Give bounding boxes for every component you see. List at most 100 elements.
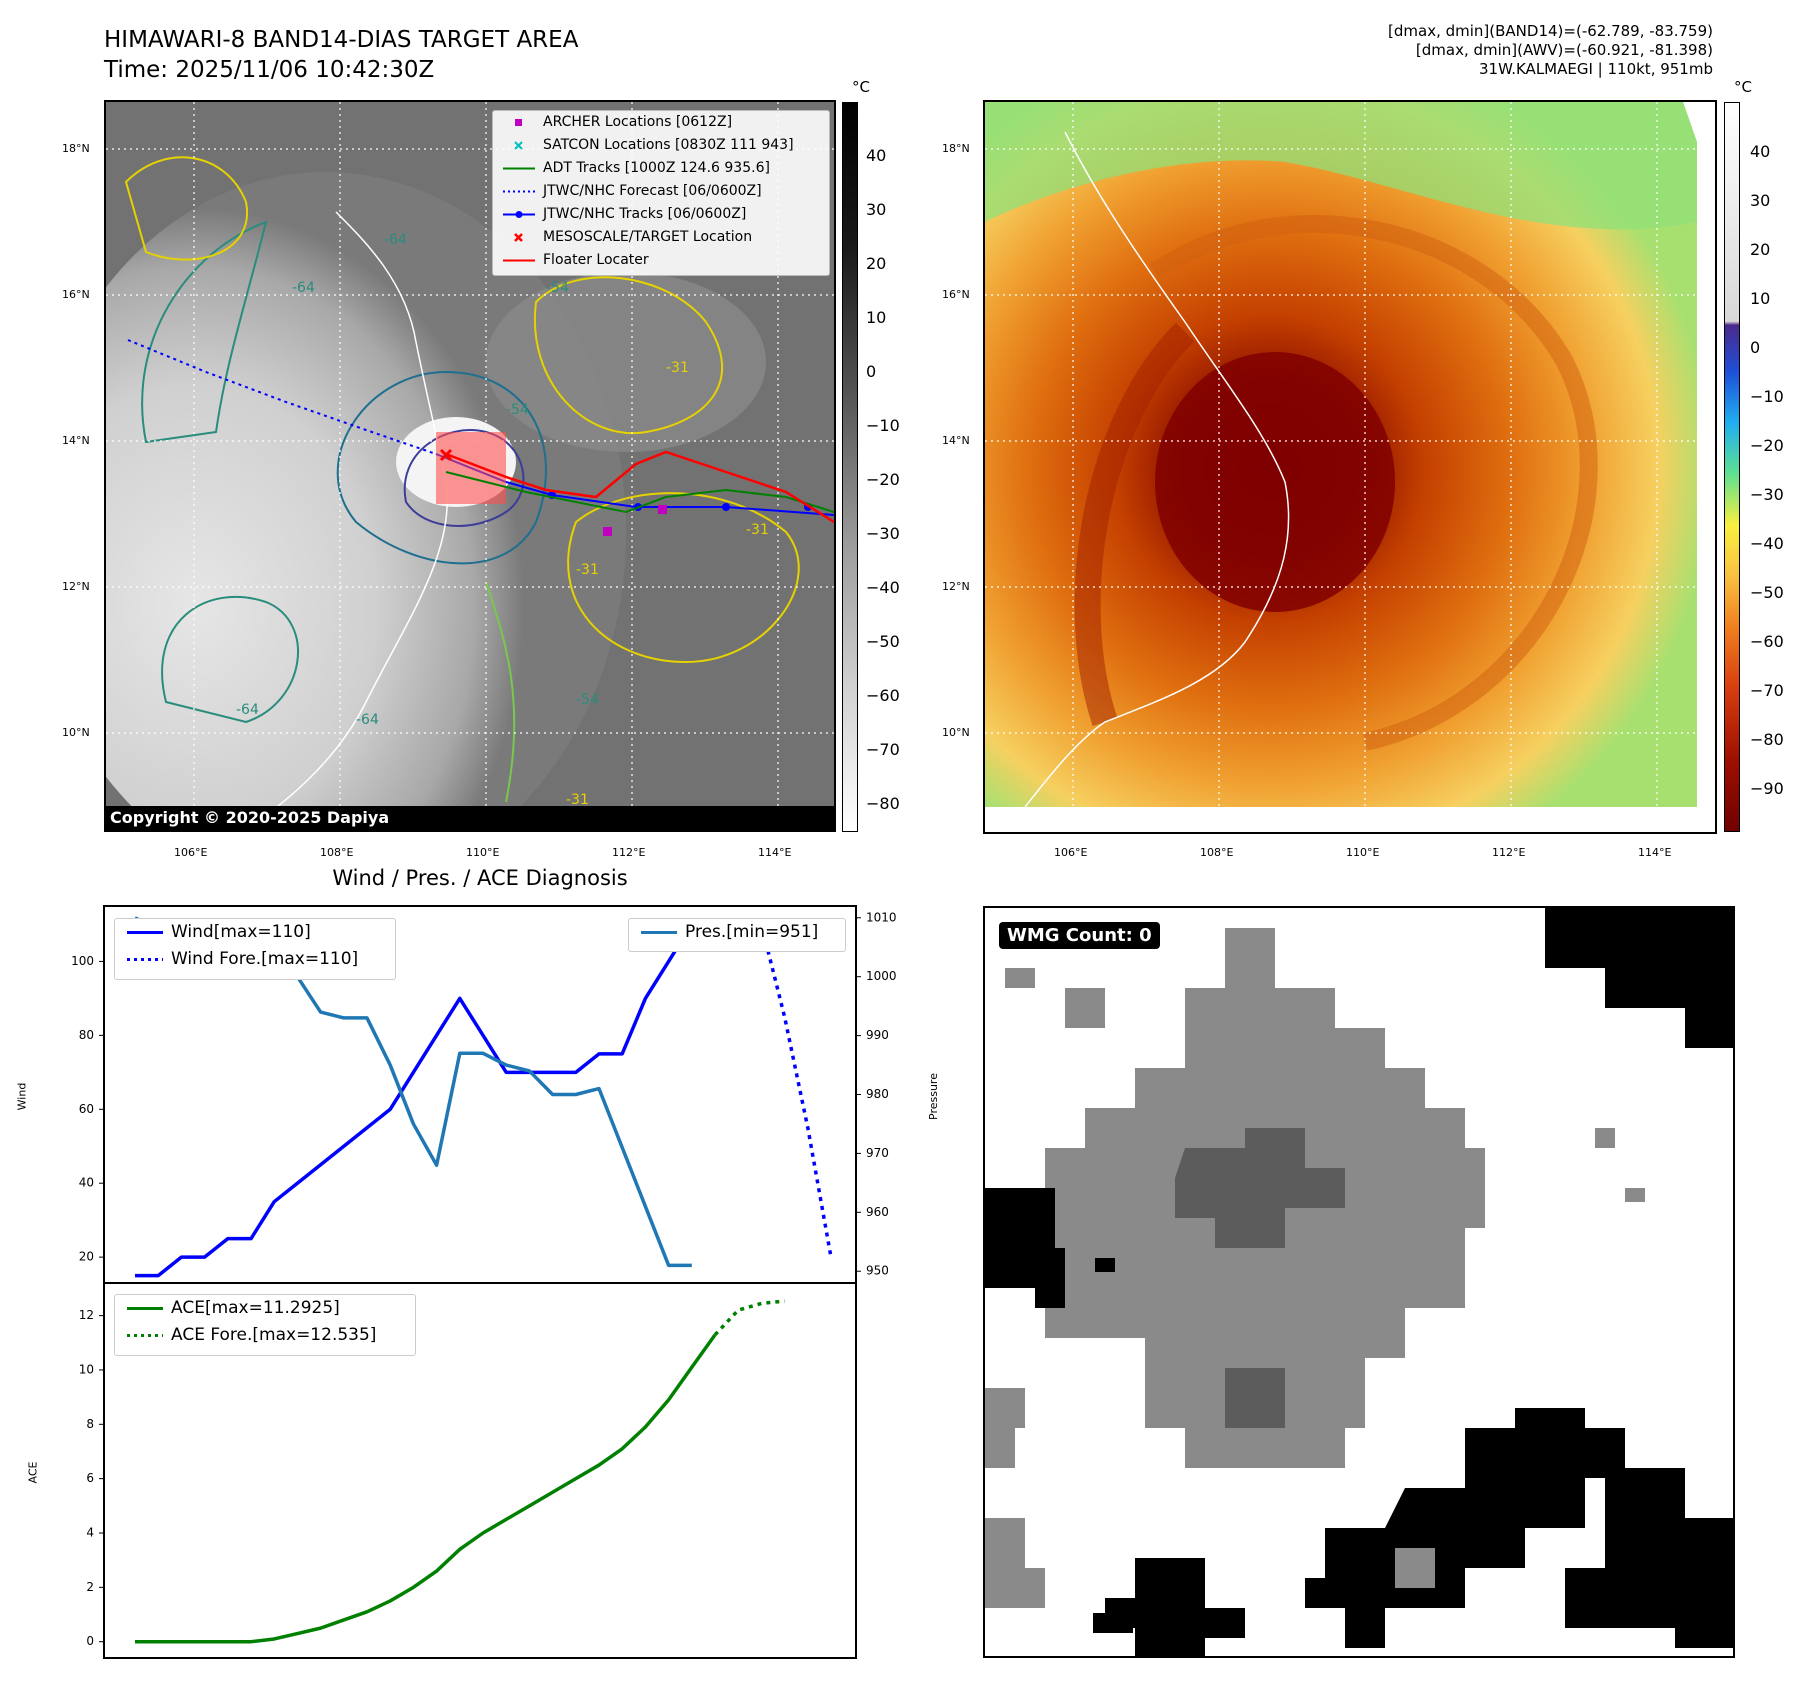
- ace-tick-label: 12: [79, 1308, 94, 1322]
- wind-forecast-line: [759, 924, 833, 1258]
- colorbar-tick: −60: [1750, 632, 1784, 651]
- legend-label: ARCHER Locations [0612Z]: [543, 114, 733, 130]
- legend-label: ACE[max=11.2925]: [171, 1298, 340, 1318]
- colorbar-tick: 40: [866, 146, 887, 165]
- line-marker-icon: [503, 259, 535, 262]
- colorbar-tick: −50: [1750, 583, 1784, 602]
- legend-item-ace: ACE[max=11.2925]: [115, 1295, 415, 1322]
- wind-tick-label: 60: [79, 1102, 94, 1116]
- pressure-tick-label: 970: [866, 1146, 889, 1160]
- colorbar-tick: −60: [866, 686, 900, 705]
- colorbar-tick: 0: [866, 362, 877, 381]
- legend-label: MESOSCALE/TARGET Location: [543, 229, 753, 245]
- lat-label: 18°N: [942, 142, 970, 155]
- ace-tick-label: 4: [86, 1526, 94, 1540]
- pressure-tick-label: 990: [866, 1028, 889, 1042]
- legend-label: Wind Fore.[max=110]: [171, 949, 359, 969]
- legend-item-archer: ARCHER Locations [0612Z]: [493, 111, 829, 134]
- x-marker-icon: [514, 233, 523, 242]
- lon-label: 106°E: [1054, 846, 1088, 859]
- lon-label: 110°E: [1346, 846, 1380, 859]
- wmg-count-badge: WMG Count: 0: [999, 922, 1160, 949]
- colorbar-tick: −70: [866, 740, 900, 759]
- pressure-tick-label: 980: [866, 1087, 889, 1101]
- colorbar-tick: −80: [1750, 730, 1784, 749]
- colorbar-tick: −90: [1750, 779, 1784, 798]
- wind-tick-label: 20: [79, 1250, 94, 1264]
- ace-tick-label: 10: [79, 1362, 94, 1376]
- chart-title: HIMAWARI-8 BAND14-DIAS TARGET AREA: [104, 27, 579, 53]
- grayscale-colorbar: [842, 102, 858, 832]
- legend-item-ace-forecast: ACE Fore.[max=12.535]: [115, 1322, 415, 1349]
- contour-label: -54: [546, 280, 569, 296]
- lon-label: 106°E: [174, 846, 208, 859]
- legend-item-wind-forecast: Wind Fore.[max=110]: [115, 946, 395, 973]
- colorbar-tick: −20: [1750, 436, 1784, 455]
- pressure-tick-label: 1000: [866, 969, 897, 983]
- legend-item-floater: Floater Locater: [493, 249, 829, 272]
- header-stats: [dmax, dmin](BAND14)=(-62.789, -83.759) …: [1113, 22, 1713, 79]
- line-marker-icon: [641, 931, 677, 934]
- colorbar-tick: 0: [1750, 338, 1761, 357]
- legend-item-satcon: SATCON Locations [0830Z 111 943]: [493, 134, 829, 157]
- legend-label: Floater Locater: [543, 252, 649, 268]
- ace-series-line: [135, 1333, 717, 1644]
- colorbar-tick: −30: [866, 524, 900, 543]
- dias-map-image: [985, 102, 1697, 808]
- colorbar-tick: 30: [866, 200, 887, 219]
- legend-label: JTWC/NHC Forecast [06/0600Z]: [543, 183, 762, 199]
- storm-info: 31W.KALMAEGI | 110kt, 951mb: [1479, 60, 1713, 78]
- pressure-legend: Pres.[min=951]: [628, 918, 846, 952]
- stats-awv: [dmax, dmin](AWV)=(-60.921, -81.398): [1415, 41, 1713, 59]
- contour-label: -64: [292, 280, 315, 296]
- lon-label: 108°E: [1200, 846, 1234, 859]
- line-dot-icon: [503, 211, 535, 218]
- colorbar-tick: 40: [1750, 142, 1771, 161]
- wind-series-line: [135, 922, 715, 1278]
- dotted-line-icon: [503, 190, 535, 193]
- wind-axis-label: Wind: [15, 1082, 29, 1111]
- line-marker-icon: [127, 931, 163, 934]
- diagnosis-title: Wind / Pres. / ACE Diagnosis: [332, 866, 628, 890]
- colorbar-tick: −70: [1750, 681, 1784, 700]
- contour-label: -31: [746, 522, 769, 538]
- contour-label: -54: [576, 692, 599, 708]
- colorbar-tick: −80: [866, 794, 900, 813]
- wind-tick-label: 40: [79, 1176, 94, 1190]
- dotted-line-icon: [127, 1334, 163, 1337]
- lat-label: 14°N: [62, 434, 90, 447]
- lat-label: 10°N: [62, 726, 90, 739]
- colorbar-tick: −30: [1750, 485, 1784, 504]
- lat-label: 12°N: [62, 580, 90, 593]
- color-colorbar: [1724, 102, 1740, 832]
- x-marker-icon: [514, 141, 523, 150]
- legend-label: ACE Fore.[max=12.535]: [171, 1325, 377, 1345]
- contour-label: -64: [236, 702, 259, 718]
- stats-band14: [dmax, dmin](BAND14)=(-62.789, -83.759): [1388, 22, 1713, 40]
- dotted-line-icon: [127, 958, 163, 961]
- contour-label: -31: [566, 792, 589, 808]
- legend-label: SATCON Locations [0830Z 111 943]: [543, 137, 794, 153]
- legend-item-jtwc-tracks: JTWC/NHC Tracks [06/0600Z]: [493, 203, 829, 226]
- colorbar-unit: °C: [1734, 78, 1752, 96]
- lat-label: 16°N: [62, 288, 90, 301]
- legend-label: ADT Tracks [1000Z 124.6 935.6]: [543, 160, 770, 176]
- ir-map-panel: -54 -64 -31 -64 -54 -31 -64 -64 -31 -54 …: [104, 100, 836, 832]
- lat-label: 14°N: [942, 434, 970, 447]
- wind-tick-label: 80: [79, 1028, 94, 1042]
- lon-label: 112°E: [612, 846, 646, 859]
- ace-tick-label: 2: [86, 1580, 94, 1594]
- ace-tick-label: 6: [86, 1471, 94, 1485]
- contour-label: -64: [356, 712, 379, 728]
- copyright-banner: Copyright © 2020-2025 Dapiya: [106, 806, 834, 830]
- colorbar-tick: 10: [1750, 289, 1771, 308]
- colorbar-tick: −10: [1750, 387, 1784, 406]
- lat-label: 12°N: [942, 580, 970, 593]
- dias-map-panel: [983, 100, 1717, 834]
- wind-legend: Wind[max=110] Wind Fore.[max=110]: [114, 918, 396, 980]
- lon-label: 108°E: [320, 846, 354, 859]
- square-marker-icon: [515, 119, 522, 126]
- contour-label: -31: [576, 562, 599, 578]
- contour-label: -31: [666, 360, 689, 376]
- wind-tick-label: 100: [71, 954, 94, 968]
